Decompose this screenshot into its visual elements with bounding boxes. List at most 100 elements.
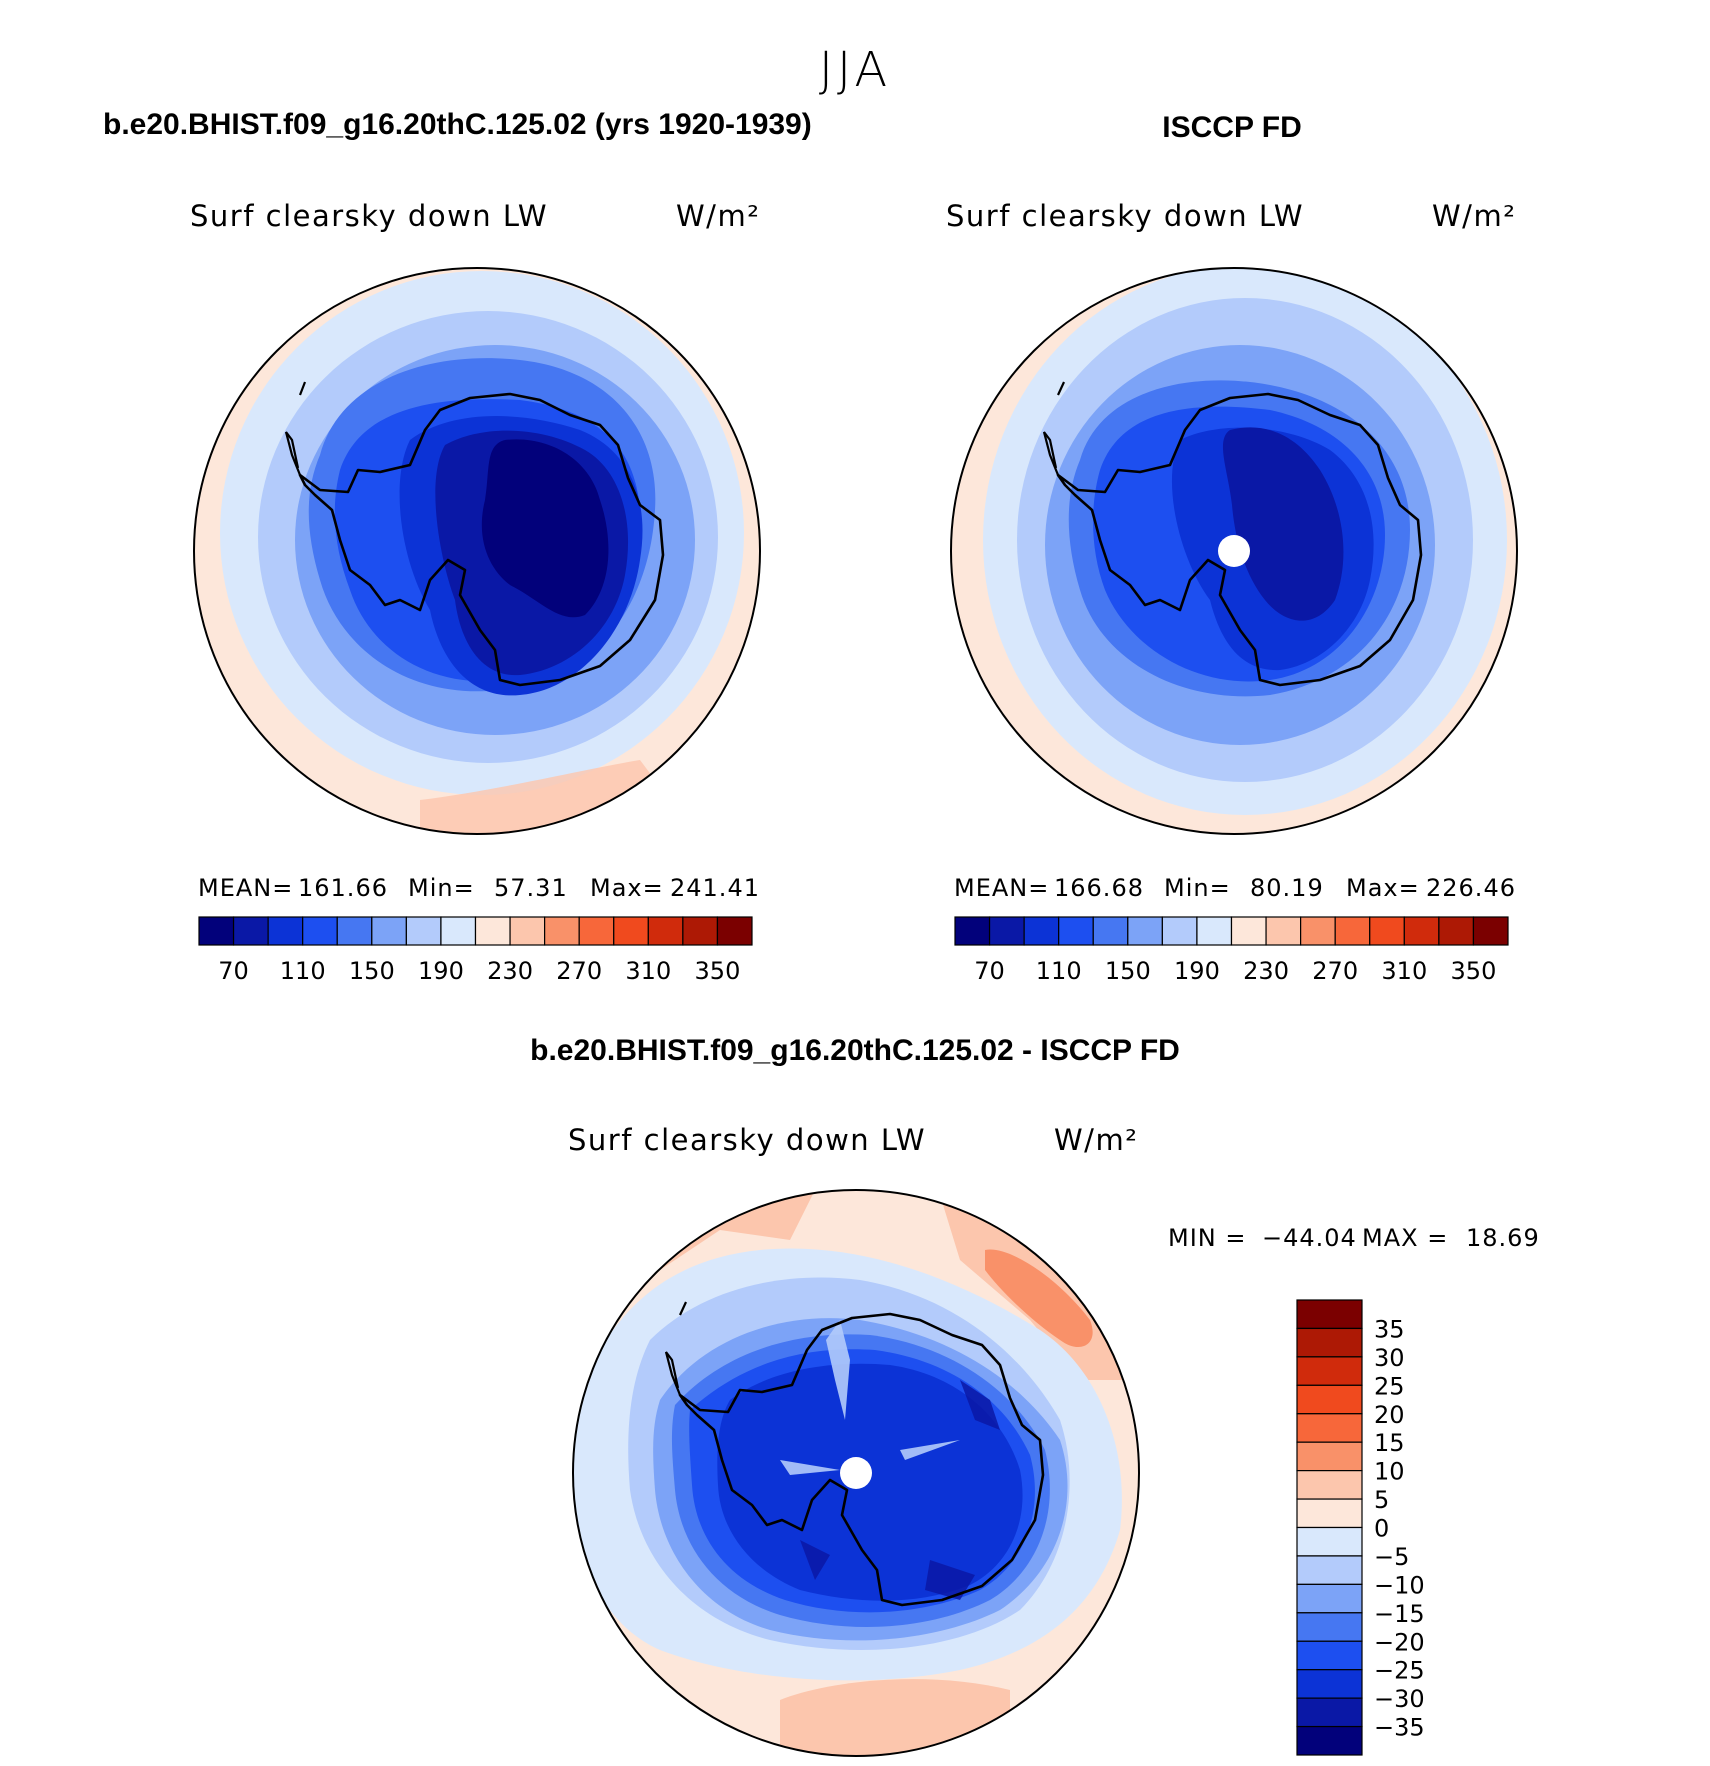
p2-min-value: 80.19 bbox=[1250, 874, 1324, 902]
p3-field-10to15-ne bbox=[985, 1249, 1093, 1348]
colorbar-tick-label: 70 bbox=[218, 957, 249, 985]
panel-model-units: W/m² bbox=[676, 199, 760, 233]
p3-coastline bbox=[678, 1312, 1045, 1607]
colorbar-swatch bbox=[1403, 916, 1440, 946]
figure-title: JJA bbox=[819, 42, 891, 98]
colorbar-swatch bbox=[1296, 1498, 1363, 1529]
colorbar-swatch bbox=[1196, 916, 1233, 946]
panel-diff-map-border bbox=[572, 1189, 1140, 1757]
colorbar-swatch bbox=[1296, 1299, 1363, 1330]
colorbar-swatch bbox=[544, 916, 580, 946]
p2-max-label: Max= bbox=[1346, 874, 1420, 902]
colorbar-swatch bbox=[647, 916, 684, 946]
colorbar-swatch bbox=[1438, 916, 1475, 946]
colorbar-swatch bbox=[440, 916, 477, 946]
p1-max-value: 241.41 bbox=[670, 874, 760, 902]
colorbar-swatch bbox=[1296, 1526, 1363, 1557]
colorbar-tick-label: −30 bbox=[1374, 1685, 1425, 1713]
colorbar-tick-label: 35 bbox=[1374, 1315, 1405, 1343]
panel-obs-variable: Surf clearsky down LW bbox=[946, 199, 1304, 233]
panel-model-colorbar: 70 110 150 190 230 270 310 350 bbox=[198, 916, 753, 985]
panel-obs-stats: MEAN= 166.68 Min= 80.19 Max= 226.46 bbox=[954, 874, 1516, 902]
colorbar-swatch bbox=[1296, 1725, 1363, 1756]
colorbar-swatch bbox=[1296, 1384, 1363, 1415]
colorbar-swatch bbox=[302, 916, 338, 946]
p1-coastline bbox=[298, 392, 665, 687]
colorbar-tick-label: 270 bbox=[1312, 957, 1358, 985]
panel-obs-map bbox=[951, 268, 1517, 834]
colorbar-tick-label: 150 bbox=[349, 957, 395, 985]
p3-pole-hole bbox=[840, 1457, 872, 1489]
colorbar-tick-label: −35 bbox=[1374, 1714, 1425, 1742]
colorbar-tick-label: 310 bbox=[1381, 957, 1427, 985]
panel-model-stats: MEAN= 161.66 Min= 57.31 Max= 241.41 bbox=[198, 874, 760, 902]
colorbar-swatch bbox=[474, 916, 511, 946]
colorbar-swatch bbox=[1296, 1612, 1363, 1642]
panel-diff-title: b.e20.BHIST.f09_g16.20thC.125.02 - ISCCP… bbox=[530, 1034, 1180, 1067]
colorbar-tick-label: 270 bbox=[556, 957, 602, 985]
colorbar-tick-label: 30 bbox=[1374, 1344, 1405, 1372]
colorbar-swatch bbox=[1472, 916, 1509, 946]
panel-model-title: b.e20.BHIST.f09_g16.20thC.125.02 (yrs 19… bbox=[103, 108, 812, 141]
p2-pole-hole bbox=[1218, 535, 1250, 567]
p2-max-value: 226.46 bbox=[1426, 874, 1516, 902]
panel-diff-map bbox=[573, 1190, 1139, 1756]
p2-mean-value: 166.68 bbox=[1054, 874, 1144, 902]
panel-model-map bbox=[194, 268, 760, 834]
panel-obs-title: ISCCP FD bbox=[1162, 111, 1301, 144]
p1-min-label: Min= bbox=[408, 874, 475, 902]
colorbar-swatch bbox=[578, 916, 615, 946]
colorbar-swatch bbox=[1023, 916, 1060, 946]
p3-field-neg30to35-a bbox=[800, 1380, 1000, 1600]
panel-diff-stats: MIN = −44.04 MAX = 18.69 bbox=[1168, 1224, 1539, 1252]
p1-peninsula bbox=[284, 381, 307, 476]
p2-field-90 bbox=[1222, 427, 1344, 621]
colorbar-tick-label: 150 bbox=[1105, 957, 1151, 985]
p1-field-70 bbox=[481, 439, 609, 618]
colorbar-swatch bbox=[954, 916, 991, 946]
colorbar-tick-label: 350 bbox=[695, 957, 741, 985]
colorbar-tick-label: −25 bbox=[1374, 1657, 1425, 1685]
panel-diff-units: W/m² bbox=[1054, 1123, 1138, 1157]
colorbar-tick-label: 10 bbox=[1374, 1458, 1405, 1486]
colorbar-tick-label: 20 bbox=[1374, 1401, 1405, 1429]
colorbar-swatch bbox=[716, 916, 753, 946]
colorbar-swatch bbox=[1127, 916, 1163, 946]
colorbar-tick-label: 25 bbox=[1374, 1372, 1405, 1400]
p2-mean-label: MEAN= bbox=[954, 874, 1049, 902]
colorbar-tick-label: −15 bbox=[1374, 1600, 1425, 1628]
colorbar-tick-label: 190 bbox=[418, 957, 464, 985]
colorbar-swatch bbox=[1334, 916, 1371, 946]
colorbar-swatch bbox=[1265, 916, 1302, 946]
colorbar-tick-label: 15 bbox=[1374, 1429, 1405, 1457]
colorbar-tick-label: 70 bbox=[974, 957, 1005, 985]
colorbar-tick-label: 110 bbox=[1036, 957, 1082, 985]
colorbar-swatch bbox=[371, 916, 407, 946]
colorbar-tick-label: −10 bbox=[1374, 1571, 1425, 1599]
p2-coastline bbox=[1056, 392, 1423, 687]
colorbar-swatch bbox=[1296, 1327, 1363, 1358]
colorbar-tick-label: −20 bbox=[1374, 1628, 1425, 1656]
colorbar-swatch bbox=[682, 916, 719, 946]
panel-model: b.e20.BHIST.f09_g16.20thC.125.02 (yrs 19… bbox=[103, 108, 812, 985]
p3-peninsula bbox=[664, 1301, 687, 1396]
colorbar-tick-label: 230 bbox=[487, 957, 533, 985]
colorbar-tick-label: 350 bbox=[1451, 957, 1497, 985]
p1-max-label: Max= bbox=[590, 874, 664, 902]
p3-max-label: MAX = bbox=[1362, 1224, 1448, 1252]
colorbar-swatch bbox=[267, 916, 304, 946]
colorbar-swatch bbox=[1296, 1555, 1363, 1585]
colorbar-swatch bbox=[1058, 916, 1094, 946]
p2-peninsula bbox=[1042, 381, 1065, 476]
colorbar-swatch bbox=[1296, 1697, 1363, 1728]
p1-min-value: 57.31 bbox=[494, 874, 568, 902]
colorbar-swatch bbox=[1296, 1583, 1363, 1614]
colorbar-swatch bbox=[509, 916, 546, 946]
colorbar-swatch bbox=[1296, 1356, 1363, 1386]
panel-obs-map-border bbox=[950, 267, 1518, 835]
p3-min-label: MIN = bbox=[1168, 1224, 1246, 1252]
panel-model-variable: Surf clearsky down LW bbox=[190, 199, 548, 233]
colorbar-swatch bbox=[613, 916, 649, 946]
panel-diff: b.e20.BHIST.f09_g16.20thC.125.02 - ISCCP… bbox=[530, 1034, 1539, 1757]
